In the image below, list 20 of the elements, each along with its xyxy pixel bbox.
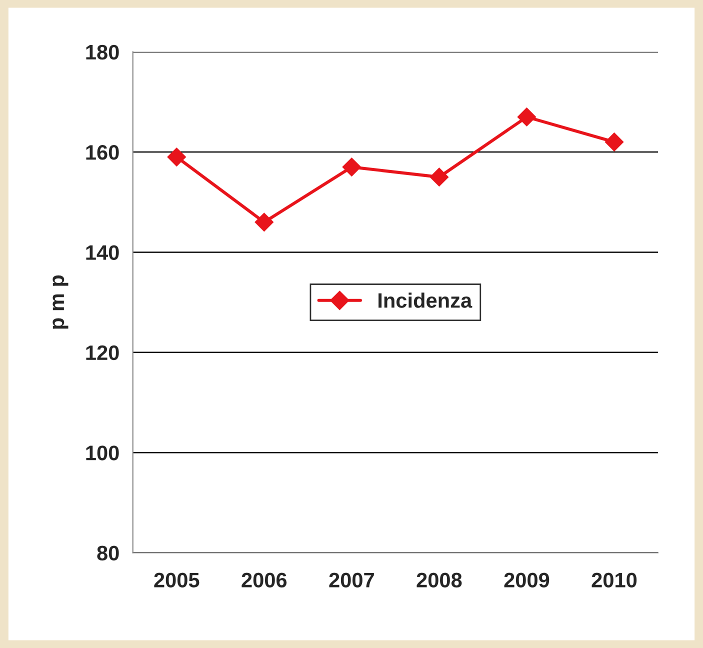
point — [254, 212, 274, 232]
point — [342, 158, 362, 176]
x-tick-label: 2009 — [504, 572, 550, 588]
legend-label: Incidenza — [378, 292, 472, 308]
x-tick-label: 2010 — [592, 572, 637, 588]
y-tick-label: 160 — [86, 145, 119, 160]
y-axis-title: p m p — [52, 275, 68, 329]
point — [167, 148, 186, 166]
x-tick-label: 2007 — [329, 572, 374, 588]
x-tick-label: 2006 — [242, 572, 287, 588]
y-tick-label: 120 — [86, 345, 119, 360]
point — [430, 168, 449, 186]
x-tick-label: 2008 — [416, 572, 462, 588]
y-tick-label: 100 — [86, 446, 119, 460]
x-tick-label: 2005 — [154, 572, 200, 588]
y-tick-label: 80 — [97, 546, 119, 560]
point — [517, 108, 536, 126]
point — [604, 132, 624, 152]
y-tick-label: 140 — [86, 245, 119, 260]
y-tick-label: 180 — [86, 44, 119, 60]
